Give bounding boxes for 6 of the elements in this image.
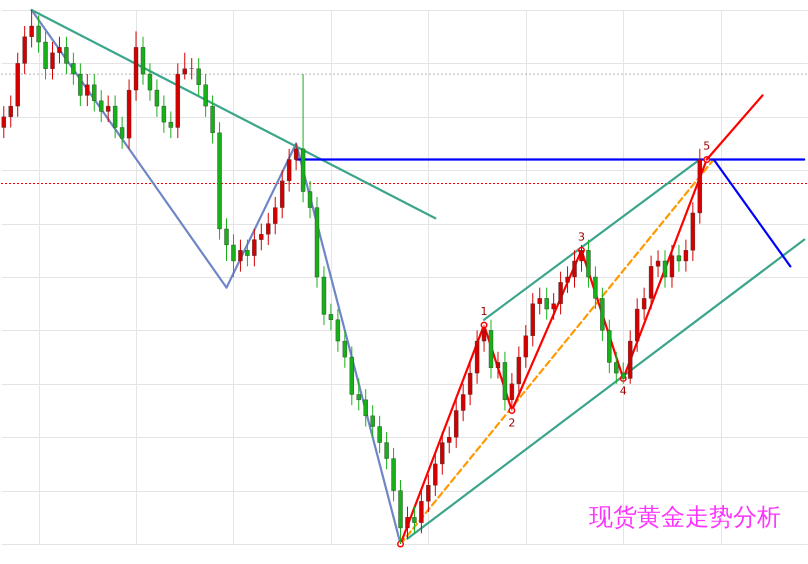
annotation: 1 <box>480 305 488 318</box>
annotation: 2 <box>508 416 516 430</box>
annotation: 4 <box>620 384 627 398</box>
annotation: 现货黄金走势分析 <box>589 503 781 531</box>
annotation: 3 <box>578 230 585 244</box>
annotation: 5 <box>703 140 710 153</box>
